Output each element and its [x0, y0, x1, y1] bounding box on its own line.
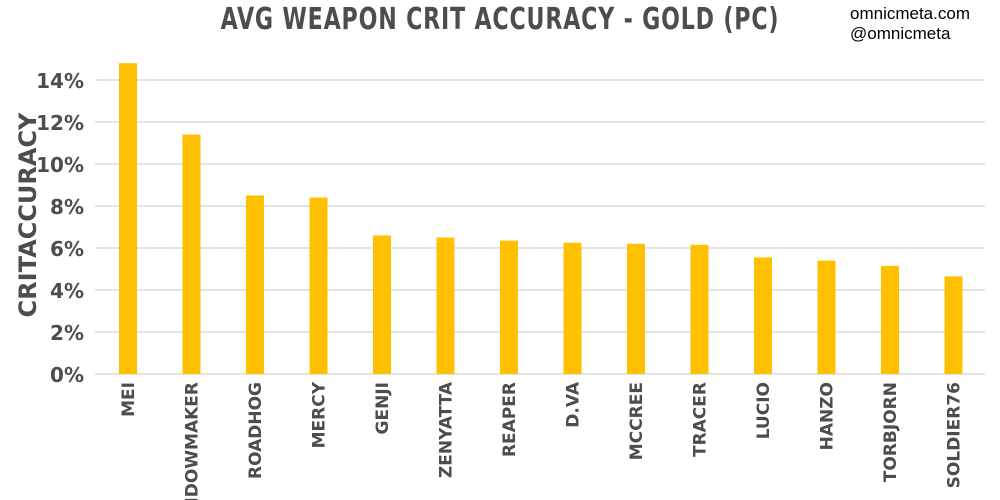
x-tick-label: ZENYATTA [437, 381, 457, 478]
gridlines [95, 79, 985, 375]
bar-mccree [627, 243, 645, 374]
y-tick-label: 0% [50, 363, 84, 387]
bar-reaper [500, 240, 518, 374]
bar-mei [119, 63, 137, 374]
bar-mercy [309, 197, 328, 374]
x-tick-label: MEI [119, 382, 139, 417]
x-tick-label: REAPER [500, 382, 520, 457]
watermark-handle[interactable]: @omnicmeta [850, 24, 951, 43]
y-tick-label: 14% [36, 69, 84, 93]
y-tick-label: 8% [50, 195, 84, 219]
watermark-site[interactable]: omnicmeta.com [850, 4, 970, 23]
watermark: omnicmeta.com @omnicmeta [850, 4, 970, 44]
y-tick-label: 2% [50, 321, 84, 345]
bar-widowmaker [182, 134, 201, 374]
chart-title: AVG WEAPON CRIT ACCURACY - GOLD (PC) [220, 2, 780, 37]
bar-lucio [754, 257, 772, 374]
x-axis-ticks: MEI WIDOWMAKER ROADHOG MERCY GENJI ZENYATTA RE… [119, 381, 965, 500]
bar-d-va [563, 242, 582, 374]
x-tick-label: WIDOWMAKER [183, 382, 203, 500]
x-tick-label: TORBJORN [881, 382, 901, 482]
x-tick-label: MCCREE [627, 382, 647, 460]
bar-soldier76 [944, 276, 963, 374]
bar-hanzo [817, 260, 836, 374]
bars [119, 63, 963, 374]
x-tick-label: ROADHOG [246, 382, 266, 479]
y-tick-label: 4% [50, 279, 84, 303]
x-tick-label: HANZO [818, 382, 838, 450]
bar-zenyatta [436, 237, 455, 374]
bar-roadhog [246, 195, 264, 374]
x-tick-label: LUCIO [754, 382, 774, 439]
bar-tracer [690, 244, 709, 374]
y-axis-ticks: 0% 2% 4% 6% 8% 10% 12% 14% [36, 69, 84, 387]
x-tick-label: TRACER [691, 382, 711, 457]
y-tick-label: 12% [36, 111, 84, 135]
bar-torbjorn [881, 265, 899, 374]
x-tick-label: SOLDIER76 [945, 382, 965, 488]
y-tick-label: 6% [50, 237, 84, 261]
x-tick-label: GENJI [373, 382, 393, 434]
bar-genji [373, 235, 391, 374]
y-tick-label: 10% [36, 153, 84, 177]
x-tick-label: D.VA [564, 381, 584, 428]
x-tick-label: MERCY [310, 381, 330, 448]
